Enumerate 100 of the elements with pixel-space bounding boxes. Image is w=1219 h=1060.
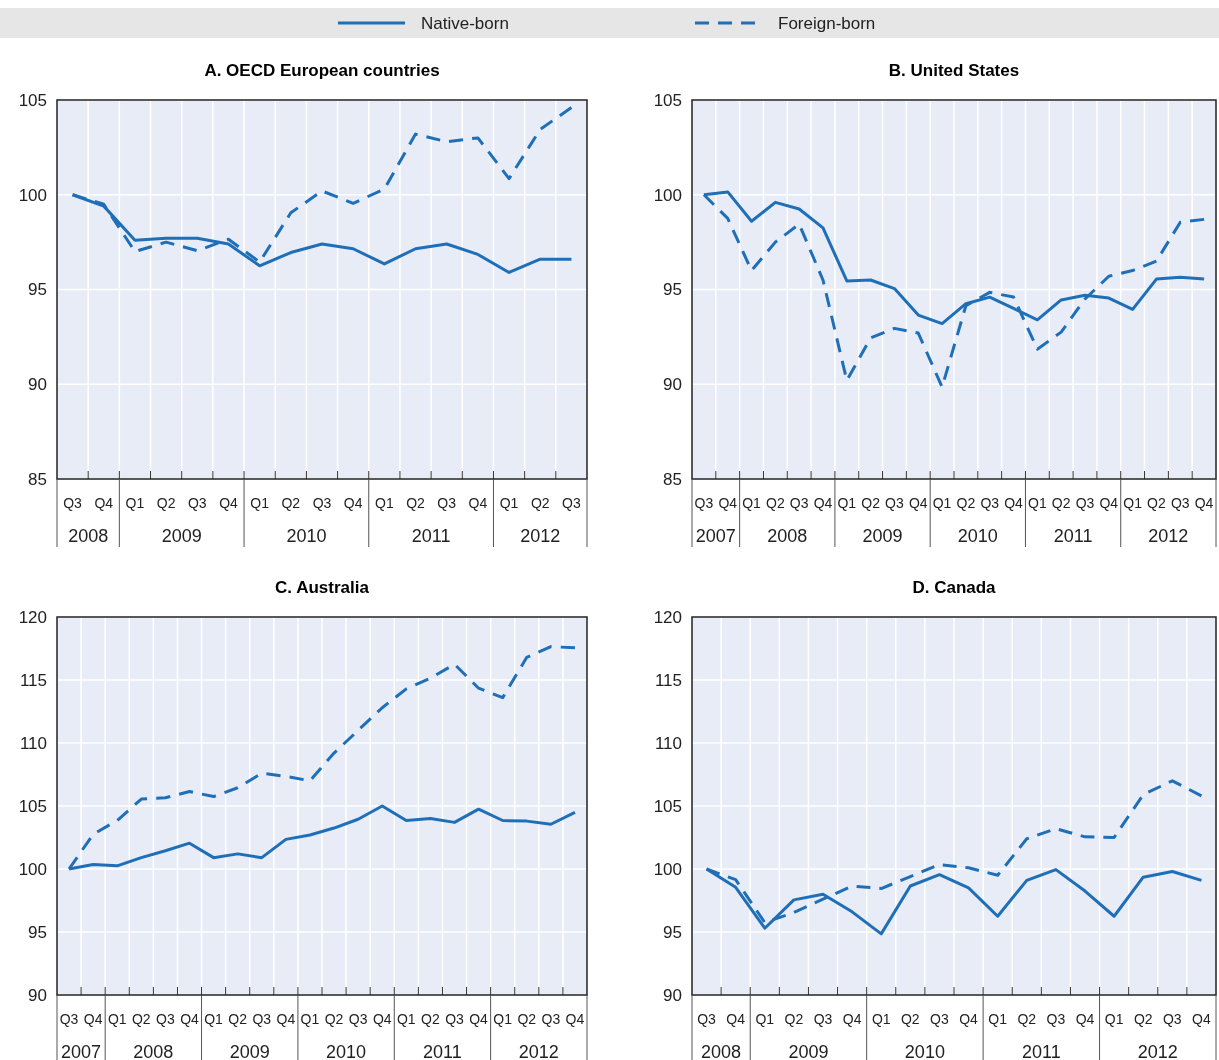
- text: 2011: [411, 526, 451, 546]
- x-tick-label: Q2: [156, 495, 176, 511]
- x-tick-label: Q3: [1046, 1011, 1066, 1027]
- x-tick-label: Q2: [1017, 1011, 1037, 1027]
- y-tick-label: 100: [653, 185, 682, 205]
- x-tick-label: Q2: [1051, 495, 1071, 511]
- text: 2012: [518, 1042, 559, 1060]
- legend-label: Native-born: [421, 13, 509, 33]
- x-tick-label: Q4: [1194, 495, 1214, 511]
- x-tick-label: Q4: [83, 1011, 103, 1027]
- legend-label: Foreign-born: [778, 13, 876, 33]
- x-tick-label: Q1: [396, 1011, 416, 1027]
- text: 2009: [229, 1042, 270, 1060]
- text: 2012: [520, 526, 561, 546]
- text: 2007: [695, 526, 736, 546]
- x-tick-label: Q3: [562, 495, 581, 511]
- x-tick-label: Q1: [204, 1011, 224, 1027]
- text: 2008: [68, 526, 109, 546]
- x-tick-label: Q4: [469, 1011, 489, 1027]
- x-tick-label: Q4: [1004, 495, 1024, 511]
- y-tick-label: 90: [663, 375, 682, 395]
- x-tick-label: Q1: [107, 1011, 127, 1027]
- x-tick-label: Q1: [493, 1011, 513, 1027]
- text: 2009: [788, 1042, 829, 1060]
- text: 2012: [1137, 1042, 1178, 1060]
- x-tick-label: Q2: [530, 495, 550, 511]
- chart-title: D. Canada: [912, 578, 997, 597]
- x-tick-label: Q2: [228, 1011, 248, 1027]
- y-tick-label: 90: [28, 985, 47, 1005]
- x-tick-label: Q3: [348, 1011, 368, 1027]
- x-tick-label: Q2: [1133, 1011, 1153, 1027]
- text: 2011: [423, 1042, 462, 1060]
- x-tick-label: Q4: [842, 1011, 862, 1027]
- text: 2007: [61, 1042, 102, 1060]
- y-tick-label: 95: [663, 922, 682, 942]
- y-tick-label: 85: [28, 469, 47, 489]
- y-tick-label: 95: [28, 922, 47, 942]
- x-tick-label: Q4: [276, 1011, 296, 1027]
- x-tick-label: Q3: [813, 1011, 833, 1027]
- x-tick-label: Q2: [406, 495, 426, 511]
- text: 2010: [957, 526, 998, 546]
- x-tick-label: Q2: [784, 1011, 804, 1027]
- x-tick-label: Q2: [900, 1011, 920, 1027]
- x-tick-label: Q4: [959, 1011, 979, 1027]
- text: 2010: [904, 1042, 945, 1060]
- x-tick-label: Q2: [517, 1011, 537, 1027]
- chart-title: A. OECD European countries: [204, 61, 440, 80]
- x-tick-label: Q3: [980, 495, 1000, 511]
- y-tick-label: 105: [653, 796, 682, 816]
- x-tick-label: Q3: [445, 1011, 465, 1027]
- text: 2010: [286, 526, 327, 546]
- x-tick-label: Q2: [324, 1011, 344, 1027]
- x-tick-label: Q3: [63, 495, 83, 511]
- x-tick-label: Q1: [755, 1011, 775, 1027]
- x-tick-label: Q3: [59, 1011, 79, 1027]
- y-tick-label: 105: [653, 90, 682, 110]
- y-tick-label: 100: [18, 185, 47, 205]
- y-tick-label: 110: [654, 733, 682, 753]
- x-tick-label: Q3: [437, 495, 457, 511]
- y-tick-label: 120: [18, 607, 47, 627]
- x-tick-label: Q4: [718, 495, 738, 511]
- x-tick-label: Q4: [813, 495, 833, 511]
- y-tick-label: 95: [28, 280, 47, 300]
- x-tick-label: Q3: [1170, 495, 1190, 511]
- text: 2008: [767, 526, 808, 546]
- x-tick-label: Q4: [219, 495, 239, 511]
- x-tick-label: Q2: [421, 1011, 440, 1027]
- x-tick-label: Q4: [1099, 495, 1119, 511]
- y-tick-label: 120: [653, 607, 682, 627]
- x-tick-label: Q3: [694, 495, 714, 511]
- y-tick-label: 100: [653, 859, 682, 879]
- x-tick-label: Q3: [187, 495, 207, 511]
- y-tick-label: 110: [19, 733, 47, 753]
- chart-title: C. Australia: [275, 578, 370, 597]
- x-tick-label: Q2: [1147, 495, 1166, 511]
- x-tick-label: Q3: [1162, 1011, 1182, 1027]
- x-tick-label: Q1: [250, 495, 270, 511]
- y-tick-label: 95: [663, 280, 682, 300]
- text: 2011: [1021, 1042, 1061, 1060]
- x-tick-label: Q3: [789, 495, 809, 511]
- x-tick-label: Q1: [1104, 1011, 1124, 1027]
- x-tick-label: Q2: [766, 495, 785, 511]
- chart-title: B. United States: [888, 61, 1020, 80]
- y-tick-label: 90: [663, 985, 682, 1005]
- x-tick-label: Q3: [541, 1011, 561, 1027]
- text: 2010: [326, 1042, 367, 1060]
- x-tick-label: Q1: [300, 1011, 320, 1027]
- text: 2008: [701, 1042, 742, 1060]
- text: 2008: [133, 1042, 174, 1060]
- text: 2011: [1053, 526, 1093, 546]
- x-tick-label: Q1: [932, 495, 952, 511]
- x-tick-label: Q1: [871, 1011, 891, 1027]
- x-tick-label: Q1: [742, 495, 762, 511]
- x-tick-label: Q1: [1123, 495, 1143, 511]
- y-tick-label: 85: [663, 469, 682, 489]
- x-tick-label: Q4: [908, 495, 928, 511]
- x-tick-label: Q2: [281, 495, 301, 511]
- x-tick-label: Q4: [343, 495, 363, 511]
- x-tick-label: Q4: [1192, 1011, 1211, 1027]
- x-tick-label: Q3: [885, 495, 904, 511]
